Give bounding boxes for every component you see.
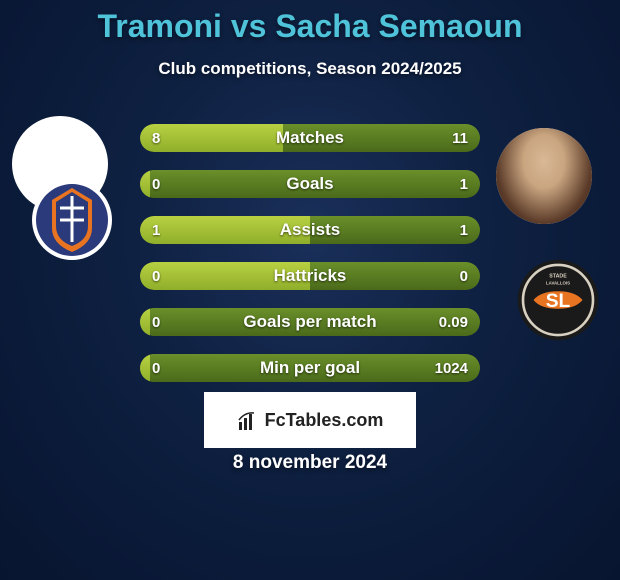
club-badge-right: SL STADE LAVALLOIS xyxy=(516,258,600,342)
stat-label: Goals per match xyxy=(140,308,480,336)
stat-label: Matches xyxy=(140,124,480,152)
stat-label: Min per goal xyxy=(140,354,480,382)
stat-label: Hattricks xyxy=(140,262,480,290)
stat-row-matches: 811Matches xyxy=(140,124,480,152)
stat-row-goals-per-match: 00.09Goals per match xyxy=(140,308,480,336)
stat-row-goals: 01Goals xyxy=(140,170,480,198)
player-photo-right xyxy=(496,128,592,224)
svg-text:STADE: STADE xyxy=(549,273,567,279)
svg-text:LAVALLOIS: LAVALLOIS xyxy=(546,280,570,285)
page-subtitle: Club competitions, Season 2024/2025 xyxy=(0,59,620,79)
club-badge-left xyxy=(30,178,114,262)
stat-row-min-per-goal: 01024Min per goal xyxy=(140,354,480,382)
stat-row-hattricks: 00Hattricks xyxy=(140,262,480,290)
stat-label: Assists xyxy=(140,216,480,244)
page-title: Tramoni vs Sacha Semaoun xyxy=(0,0,620,45)
stat-label: Goals xyxy=(140,170,480,198)
stat-row-assists: 11Assists xyxy=(140,216,480,244)
fctables-text: FcTables.com xyxy=(265,410,384,431)
fctables-watermark: FcTables.com xyxy=(204,392,416,448)
stats-panel: 811Matches 01Goals 11Assists 00Hattricks 00.… xyxy=(140,124,480,400)
date-label: 8 november 2024 xyxy=(0,452,620,474)
svg-text:SL: SL xyxy=(546,291,571,312)
